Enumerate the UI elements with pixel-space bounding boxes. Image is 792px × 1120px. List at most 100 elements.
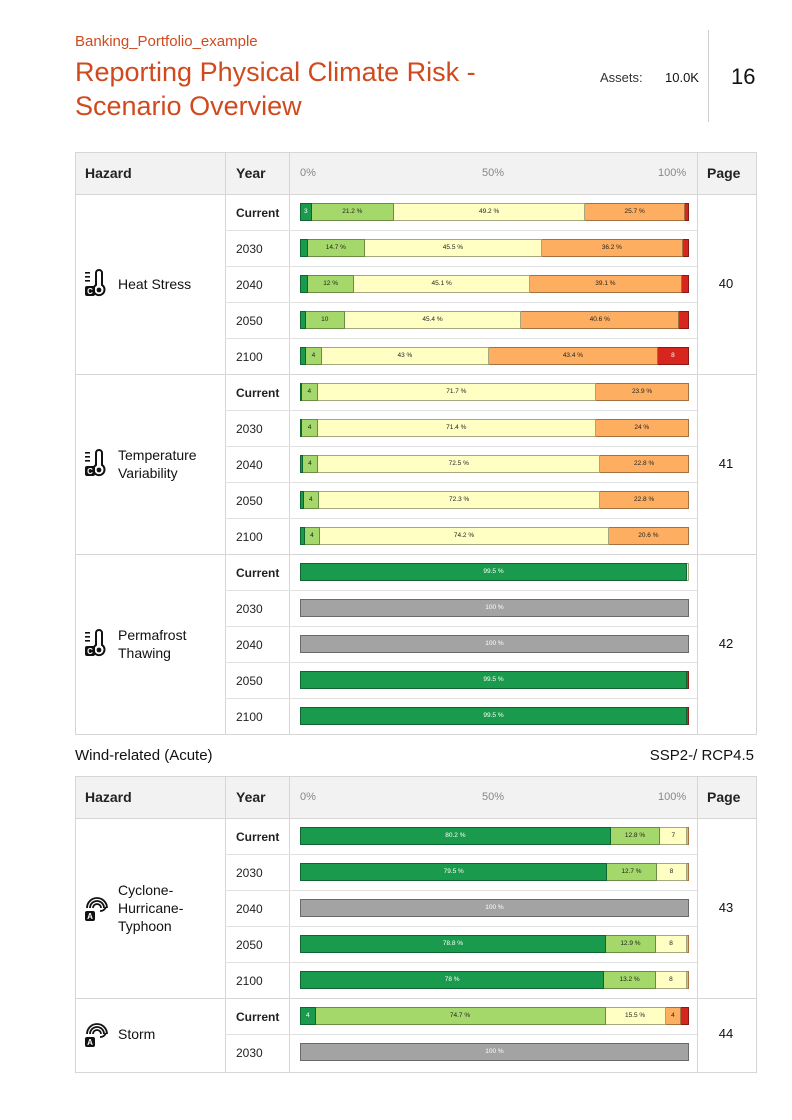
year-label: 2030 [236, 1046, 263, 1060]
very-low-segment: 79.5 % [300, 863, 608, 881]
scenario-label: SSP2-/ RCP4.5 [649, 747, 754, 764]
very-low-segment: 78 % [300, 971, 605, 989]
medium-segment: 45.5 % [364, 239, 542, 257]
hazard-page-link[interactable]: 42 [718, 636, 734, 651]
medium-segment: 45.1 % [354, 275, 530, 293]
year-label: 2100 [236, 530, 263, 544]
very-low-segment: 80.2 % [300, 827, 611, 845]
very-high-segment [681, 1007, 689, 1025]
low-segment: 12.8 % [610, 827, 661, 845]
very-low-segment: 4 [300, 1007, 316, 1025]
year-label: 2030 [236, 422, 263, 436]
axis-50-label: 50% [482, 167, 505, 179]
no-data-segment: 100 % [300, 899, 689, 917]
year-label: 2030 [236, 866, 263, 880]
medium-segment: 15.5 % [605, 1007, 666, 1025]
risk-distribution-bar: 99.5 % [300, 707, 689, 725]
hazard-table-wind: Hazard Year 0% 50% 100% Page A Cyclone-Hurrican… [75, 776, 757, 1073]
column-divider [289, 153, 290, 734]
column-divider [225, 777, 226, 1072]
row-divider [225, 890, 697, 891]
year-label: Current [236, 566, 280, 580]
very-high-segment [679, 311, 689, 329]
year-label: 2050 [236, 938, 263, 952]
row-divider [225, 446, 697, 447]
row-divider [225, 518, 697, 519]
hazard-page-link[interactable]: 43 [718, 900, 734, 915]
low-segment: 4 [304, 527, 321, 545]
hazard-page-link[interactable]: 41 [718, 456, 734, 471]
hazard-page-link[interactable]: 40 [718, 276, 734, 291]
hazard-page-link[interactable]: 44 [718, 1026, 734, 1041]
svg-text:A: A [87, 912, 93, 921]
risk-distribution-bar: 100 % [300, 1043, 689, 1061]
very-low-segment [300, 383, 302, 401]
header-divider [708, 30, 709, 122]
hazard-divider [76, 374, 756, 375]
medium-segment: 7 [660, 827, 688, 845]
high-segment [687, 863, 689, 881]
hazard-label: A Cyclone-Hurricane-Typhoon [84, 882, 213, 934]
medium-segment: 74.2 % [320, 527, 609, 545]
risk-distribution-bar: 4 72.5 % 22.8 % [300, 455, 689, 473]
low-segment: 14.7 % [307, 239, 365, 257]
column-divider [697, 153, 698, 734]
axis-50-label: 50% [482, 791, 505, 803]
risk-distribution-bar: 100 % [300, 899, 689, 917]
high-segment: 43.4 % [489, 347, 658, 365]
year-label: 2050 [236, 494, 263, 508]
high-segment: 36.2 % [541, 239, 683, 257]
low-segment: 21.2 % [311, 203, 395, 221]
year-label: 2050 [236, 674, 263, 688]
medium-segment: 45.4 % [344, 311, 522, 329]
hazard-label: C Heat Stress [84, 266, 191, 302]
risk-distribution-bar: 4 43 % 43.4 % 8 [300, 347, 689, 365]
row-divider [225, 482, 697, 483]
column-divider [289, 777, 290, 1072]
risk-distribution-bar: 3 21.2 % 49.2 % 25.7 % [300, 203, 689, 221]
very-high-segment: 8 [657, 347, 689, 365]
page-number: 16 [731, 64, 756, 89]
section-title: Wind-related (Acute) [75, 747, 213, 764]
year-label: 2030 [236, 602, 263, 616]
low-segment: 4 [303, 491, 320, 509]
axis-100-label: 100% [658, 167, 687, 179]
very-low-segment: 99.5 % [300, 707, 688, 725]
hazard-name: Cyclone-Hurricane-Typhoon [118, 882, 184, 934]
page-column-header: Page [707, 789, 741, 805]
hazard-column-header: Hazard [85, 789, 132, 805]
medium-segment: 8 [655, 971, 688, 989]
axis-0-label: 0% [300, 791, 316, 803]
row-divider [225, 230, 697, 231]
no-data-segment: 100 % [300, 599, 689, 617]
column-divider [225, 153, 226, 734]
risk-distribution-bar: 4 74.7 % 15.5 % 4 [300, 1007, 689, 1025]
low-segment: 13.2 % [604, 971, 656, 989]
medium-segment: 72.3 % [319, 491, 601, 509]
very-low-segment [300, 419, 303, 437]
assets-value: 10.0K [665, 70, 699, 85]
risk-distribution-bar: 4 71.4 % 24 % [300, 419, 689, 437]
column-divider [697, 777, 698, 1072]
medium-segment: 49.2 % [394, 203, 586, 221]
row-divider [225, 662, 697, 663]
high-segment: 39.1 % [529, 275, 682, 293]
hazard-name: Permafrost Thawing [118, 627, 187, 661]
low-segment: 4 [306, 347, 322, 365]
medium-segment: 71.7 % [317, 383, 597, 401]
year-label: Current [236, 1010, 280, 1024]
hazard-divider [76, 554, 756, 555]
svg-text:A: A [87, 1038, 93, 1047]
risk-distribution-bar: 10 45.4 % 40.6 % [300, 311, 689, 329]
row-divider [225, 338, 697, 339]
medium-segment: 8 [656, 863, 688, 881]
high-segment: 20.6 % [608, 527, 689, 545]
hazard-column-header: Hazard [85, 165, 132, 181]
high-segment [687, 935, 689, 953]
row-divider [225, 626, 697, 627]
high-segment: 40.6 % [521, 311, 680, 329]
row-divider [225, 590, 697, 591]
row-divider [225, 266, 697, 267]
year-label: Current [236, 386, 280, 400]
risk-distribution-bar: 4 74.2 % 20.6 % [300, 527, 689, 545]
